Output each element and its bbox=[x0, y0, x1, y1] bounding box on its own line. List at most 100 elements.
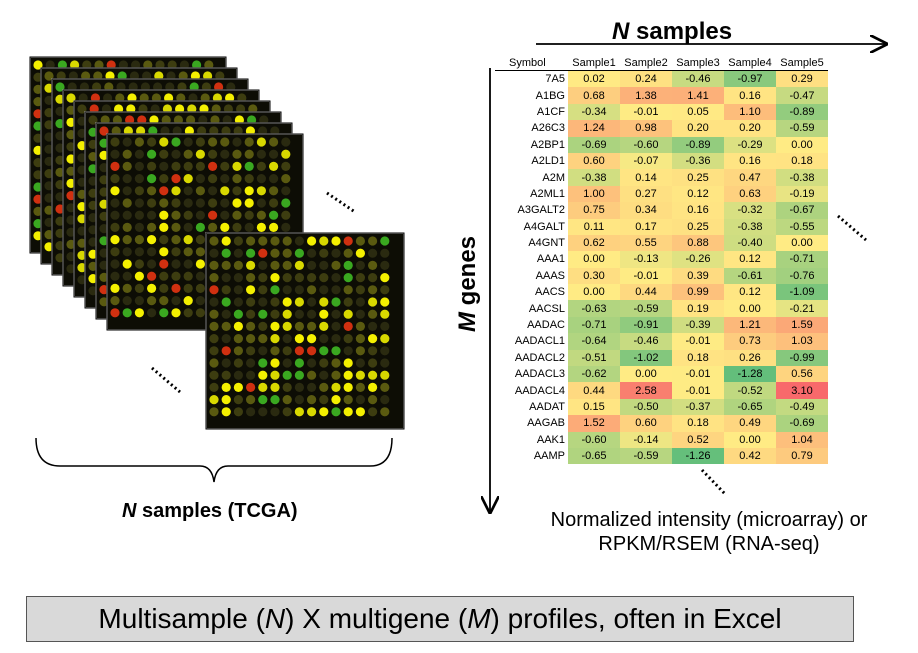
column-header-sample3: Sample3 bbox=[672, 56, 724, 71]
array-spot bbox=[221, 370, 231, 380]
heatmap-cell: -0.40 bbox=[724, 234, 776, 252]
array-spot bbox=[246, 382, 256, 392]
array-spot bbox=[183, 247, 193, 257]
heatmap-cell: -0.60 bbox=[568, 431, 620, 448]
array-spot bbox=[331, 321, 341, 331]
array-spot bbox=[368, 236, 378, 246]
array-spot bbox=[331, 260, 341, 270]
array-spot bbox=[294, 297, 304, 307]
array-spot bbox=[294, 248, 304, 258]
array-spot bbox=[282, 248, 292, 258]
array-spot bbox=[209, 248, 219, 258]
column-header-sample2: Sample2 bbox=[620, 56, 672, 71]
array-spot bbox=[246, 297, 256, 307]
array-spot bbox=[368, 260, 378, 270]
array-spot bbox=[147, 186, 157, 196]
array-spot bbox=[281, 174, 291, 184]
gene-symbol-cell: AACSL bbox=[528, 302, 565, 315]
gene-symbol-cell: AADAC bbox=[527, 319, 565, 332]
array-spot bbox=[270, 395, 280, 405]
heatmap-cell: 0.79 bbox=[776, 447, 828, 465]
heatmap-cell: 0.16 bbox=[724, 152, 776, 170]
array-spot bbox=[256, 198, 266, 208]
array-spot bbox=[246, 321, 256, 331]
array-spot bbox=[343, 382, 353, 392]
array-spot bbox=[368, 248, 378, 258]
array-spot bbox=[258, 309, 268, 319]
heatmap-cell: -0.89 bbox=[776, 103, 828, 121]
heatmap-cell: 1.41 bbox=[672, 87, 724, 104]
heatmap-cell: 0.00 bbox=[776, 136, 828, 153]
array-spot bbox=[232, 174, 242, 184]
array-spot bbox=[380, 346, 390, 356]
array-spot bbox=[220, 174, 230, 184]
array-spot bbox=[246, 236, 256, 246]
array-spot bbox=[183, 210, 193, 220]
array-spot bbox=[319, 358, 329, 368]
array-spot bbox=[294, 395, 304, 405]
array-spot bbox=[171, 283, 181, 293]
array-spot bbox=[122, 308, 132, 318]
array-spot bbox=[244, 137, 254, 147]
array-spot bbox=[147, 283, 157, 293]
array-spot bbox=[368, 309, 378, 319]
heatmap-cell: 0.15 bbox=[568, 398, 620, 416]
table-row: AAA1 0.00 -0.13 -0.26 0.12 -0.71 bbox=[495, 251, 828, 268]
heatmap-cell: 0.18 bbox=[672, 415, 724, 432]
array-spot bbox=[355, 285, 365, 295]
array-spot bbox=[307, 260, 317, 270]
heatmap-cell: -0.01 bbox=[620, 103, 672, 121]
heatmap-cell: -0.37 bbox=[672, 398, 724, 416]
table-row: AADACL4 0.44 2.58 -0.01 -0.52 3.10 bbox=[495, 382, 828, 399]
heatmap-cell: -0.99 bbox=[776, 349, 828, 367]
array-spot bbox=[122, 174, 132, 184]
array-spot bbox=[307, 395, 317, 405]
array-spot bbox=[233, 334, 243, 344]
heatmap-cell: -0.01 bbox=[672, 366, 724, 383]
array-spot bbox=[246, 260, 256, 270]
array-spot bbox=[307, 248, 317, 258]
heatmap-cell: 1.10 bbox=[724, 103, 776, 121]
array-spot bbox=[294, 285, 304, 295]
array-spot bbox=[343, 346, 353, 356]
array-spot bbox=[110, 235, 120, 245]
array-spot bbox=[233, 297, 243, 307]
heatmap-cell: -0.38 bbox=[568, 169, 620, 186]
array-spot bbox=[232, 186, 242, 196]
array-spot bbox=[355, 248, 365, 258]
heatmap-cell: 1.21 bbox=[724, 316, 776, 334]
array-spot bbox=[134, 198, 144, 208]
array-spot bbox=[368, 346, 378, 356]
array-spot bbox=[195, 235, 205, 245]
array-spot bbox=[246, 334, 256, 344]
heatmap-cell: 0.11 bbox=[568, 218, 620, 235]
array-spot bbox=[282, 285, 292, 295]
gene-symbol-cell: AADAT bbox=[529, 401, 565, 413]
array-spot bbox=[294, 370, 304, 380]
array-spot bbox=[269, 149, 279, 159]
array-spot bbox=[134, 186, 144, 196]
array-spot bbox=[134, 271, 144, 281]
heatmap-cell: -0.50 bbox=[620, 398, 672, 416]
column-header-sample1: Sample1 bbox=[568, 56, 620, 71]
table-row: 7A5 0.02 0.24 -0.46 -0.97 0.29 bbox=[495, 70, 828, 88]
heatmap-cell: 0.47 bbox=[724, 169, 776, 186]
array-spot bbox=[368, 395, 378, 405]
gene-symbol-cell: A1BG bbox=[535, 89, 565, 102]
array-spot bbox=[282, 236, 292, 246]
array-spot bbox=[209, 382, 219, 392]
array-spot bbox=[281, 210, 291, 220]
array-spot bbox=[343, 260, 353, 270]
array-spot bbox=[331, 248, 341, 258]
array-spot bbox=[209, 297, 219, 307]
array-spot bbox=[319, 297, 329, 307]
array-spot bbox=[233, 285, 243, 295]
array-spot bbox=[183, 259, 193, 269]
heatmap-cell: 0.00 bbox=[568, 251, 620, 268]
array-spot bbox=[307, 321, 317, 331]
array-spot bbox=[282, 382, 292, 392]
heatmap-cell: 0.99 bbox=[672, 284, 724, 301]
heatmap-cell: 0.05 bbox=[672, 103, 724, 121]
table-row: A4GNT 0.62 0.55 0.88 -0.40 0.00 bbox=[495, 234, 828, 252]
array-spot bbox=[355, 309, 365, 319]
